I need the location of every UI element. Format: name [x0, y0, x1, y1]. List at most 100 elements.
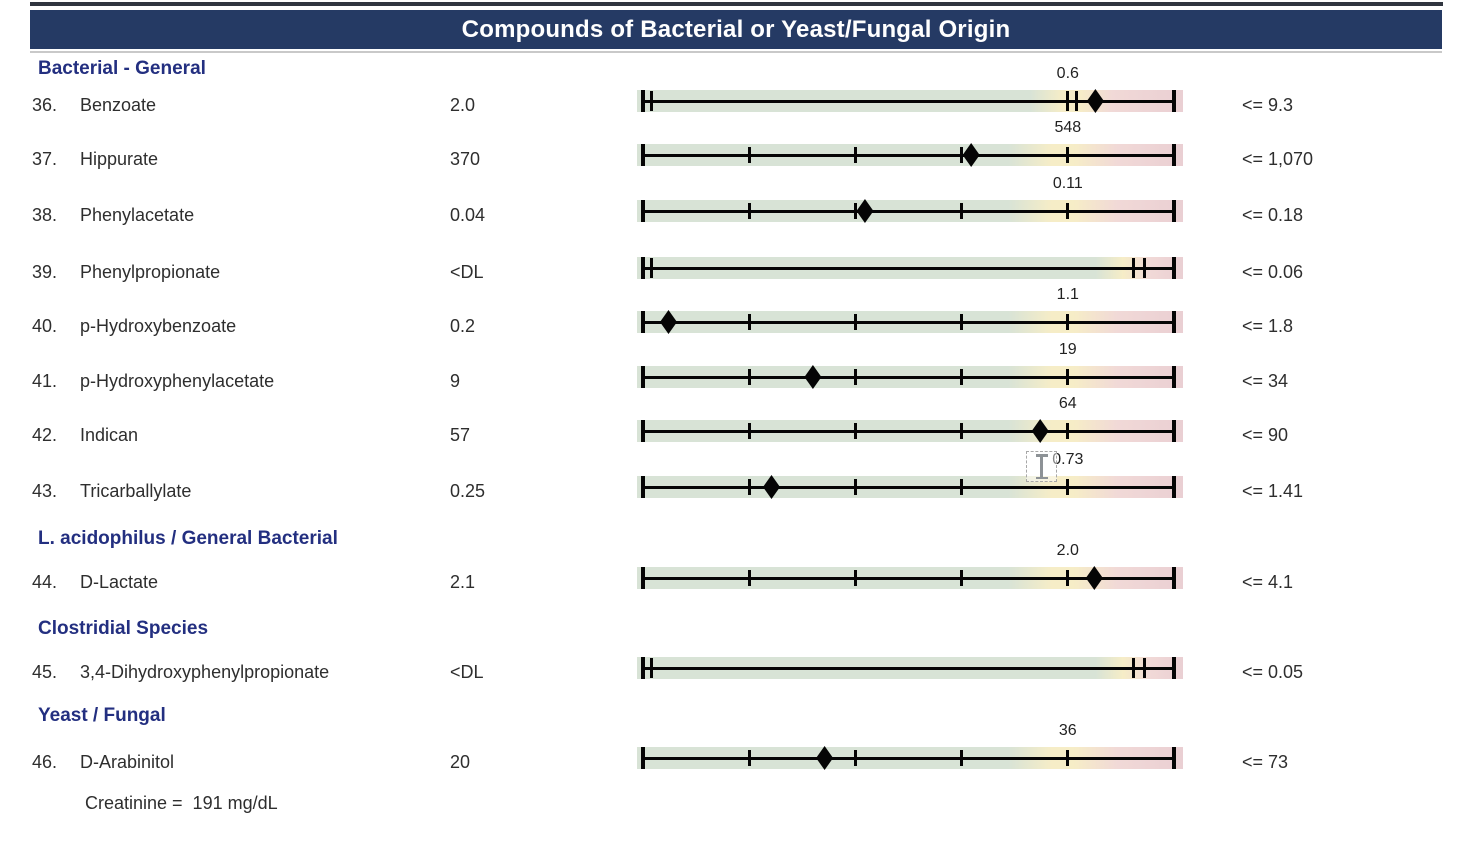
axis-tick — [649, 258, 653, 278]
axis-tick — [1143, 258, 1147, 278]
axis-tick — [1131, 258, 1135, 278]
section-heading: Bacterial - General — [38, 58, 206, 79]
range-bar — [637, 566, 1183, 590]
section-heading: Yeast / Fungal — [38, 705, 166, 726]
reference-limit: <= 1,070 — [1242, 149, 1314, 169]
axis-tick — [960, 147, 964, 163]
ibeam-serif-top — [1035, 454, 1048, 457]
axis-tick — [853, 570, 857, 586]
compound-number: 40. — [32, 316, 58, 336]
axis-tick — [641, 90, 645, 112]
axis-tick — [1066, 203, 1070, 219]
axis-tick — [747, 369, 751, 385]
compound-number: 43. — [32, 481, 58, 501]
percentile-label: 0.73 — [1052, 451, 1084, 468]
axis-tick — [641, 476, 645, 498]
compound-name: Tricarballylate — [80, 481, 192, 501]
compound-name: D-Arabinitol — [80, 752, 175, 772]
range-axis-line — [643, 153, 1174, 157]
range-axis-line — [643, 209, 1174, 213]
range-axis-line — [643, 576, 1174, 580]
compound-name: Phenylacetate — [80, 205, 195, 225]
axis-tick — [1066, 570, 1070, 586]
range-bar — [637, 257, 1183, 279]
axis-tick — [960, 423, 964, 439]
result-value: 2.0 — [450, 95, 476, 115]
axis-tick — [641, 311, 645, 333]
axis-tick — [1074, 91, 1078, 111]
axis-tick — [853, 423, 857, 439]
axis-tick — [1172, 567, 1176, 589]
axis-tick — [1066, 147, 1070, 163]
result-diamond-icon — [1031, 419, 1049, 443]
result-value: 370 — [450, 149, 481, 169]
axis-tick — [641, 420, 645, 442]
axis-tick — [1066, 314, 1070, 330]
axis-tick — [853, 750, 857, 766]
axis-tick — [853, 203, 857, 219]
reference-limit: <= 0.18 — [1242, 205, 1304, 225]
percentile-label: 2.0 — [1056, 542, 1079, 559]
axis-tick — [747, 314, 751, 330]
compound-name: p-Hydroxybenzoate — [80, 316, 237, 336]
axis-tick — [649, 658, 653, 678]
axis-tick — [747, 750, 751, 766]
axis-tick — [747, 203, 751, 219]
range-bar — [637, 199, 1183, 223]
result-value: 0.04 — [450, 205, 486, 225]
result-diamond-icon — [856, 199, 874, 223]
axis-tick — [641, 657, 645, 679]
compound-number: 45. — [32, 662, 58, 682]
axis-tick — [747, 423, 751, 439]
result-value: 0.2 — [450, 316, 476, 336]
range-axis-line — [643, 99, 1174, 103]
compound-name: Benzoate — [80, 95, 157, 115]
percentile-label: 64 — [1058, 395, 1077, 412]
section-heading: Clostridial Species — [38, 618, 209, 639]
result-diamond-icon — [816, 746, 834, 770]
compound-number: 46. — [32, 752, 58, 772]
result-value: 0.25 — [450, 481, 486, 501]
axis-tick — [960, 570, 964, 586]
axis-tick — [1066, 479, 1070, 495]
result-value: 9 — [450, 371, 461, 391]
header-underline — [30, 51, 1442, 53]
range-bar — [637, 746, 1183, 770]
axis-tick — [641, 366, 645, 388]
reference-limit: <= 0.06 — [1242, 262, 1304, 282]
result-diamond-icon — [804, 365, 822, 389]
axis-tick — [960, 750, 964, 766]
axis-tick — [1066, 91, 1070, 111]
ibeam-glyph — [1035, 454, 1048, 479]
result-diamond-icon — [1086, 89, 1104, 113]
range-bar — [637, 89, 1183, 113]
result-value: <DL — [450, 662, 484, 682]
axis-tick — [1131, 658, 1135, 678]
compound-name: Phenylpropionate — [80, 262, 221, 282]
range-axis-line — [643, 320, 1174, 324]
axis-tick — [747, 147, 751, 163]
range-axis-line — [643, 429, 1174, 433]
result-value: 2.1 — [450, 572, 476, 592]
axis-tick — [960, 369, 964, 385]
result-diamond-icon — [962, 143, 980, 167]
axis-tick — [1066, 369, 1070, 385]
axis-tick — [853, 479, 857, 495]
axis-tick — [1066, 750, 1070, 766]
axis-tick — [960, 479, 964, 495]
reference-limit: <= 1.8 — [1242, 316, 1294, 336]
axis-tick — [853, 147, 857, 163]
range-bar — [637, 365, 1183, 389]
axis-tick — [1172, 476, 1176, 498]
reference-limit: <= 90 — [1242, 425, 1289, 445]
result-diamond-icon — [659, 310, 677, 334]
reference-limit: <= 9.3 — [1242, 95, 1294, 115]
axis-tick — [853, 314, 857, 330]
axis-tick — [641, 200, 645, 222]
compound-number: 36. — [32, 95, 58, 115]
creatinine-note: Creatinine = 191 mg/dL — [85, 793, 278, 813]
axis-tick — [1172, 144, 1176, 166]
percentile-label: 1.1 — [1056, 286, 1079, 303]
compound-name: D-Lactate — [80, 572, 159, 592]
percentile-label: 36 — [1058, 722, 1077, 739]
